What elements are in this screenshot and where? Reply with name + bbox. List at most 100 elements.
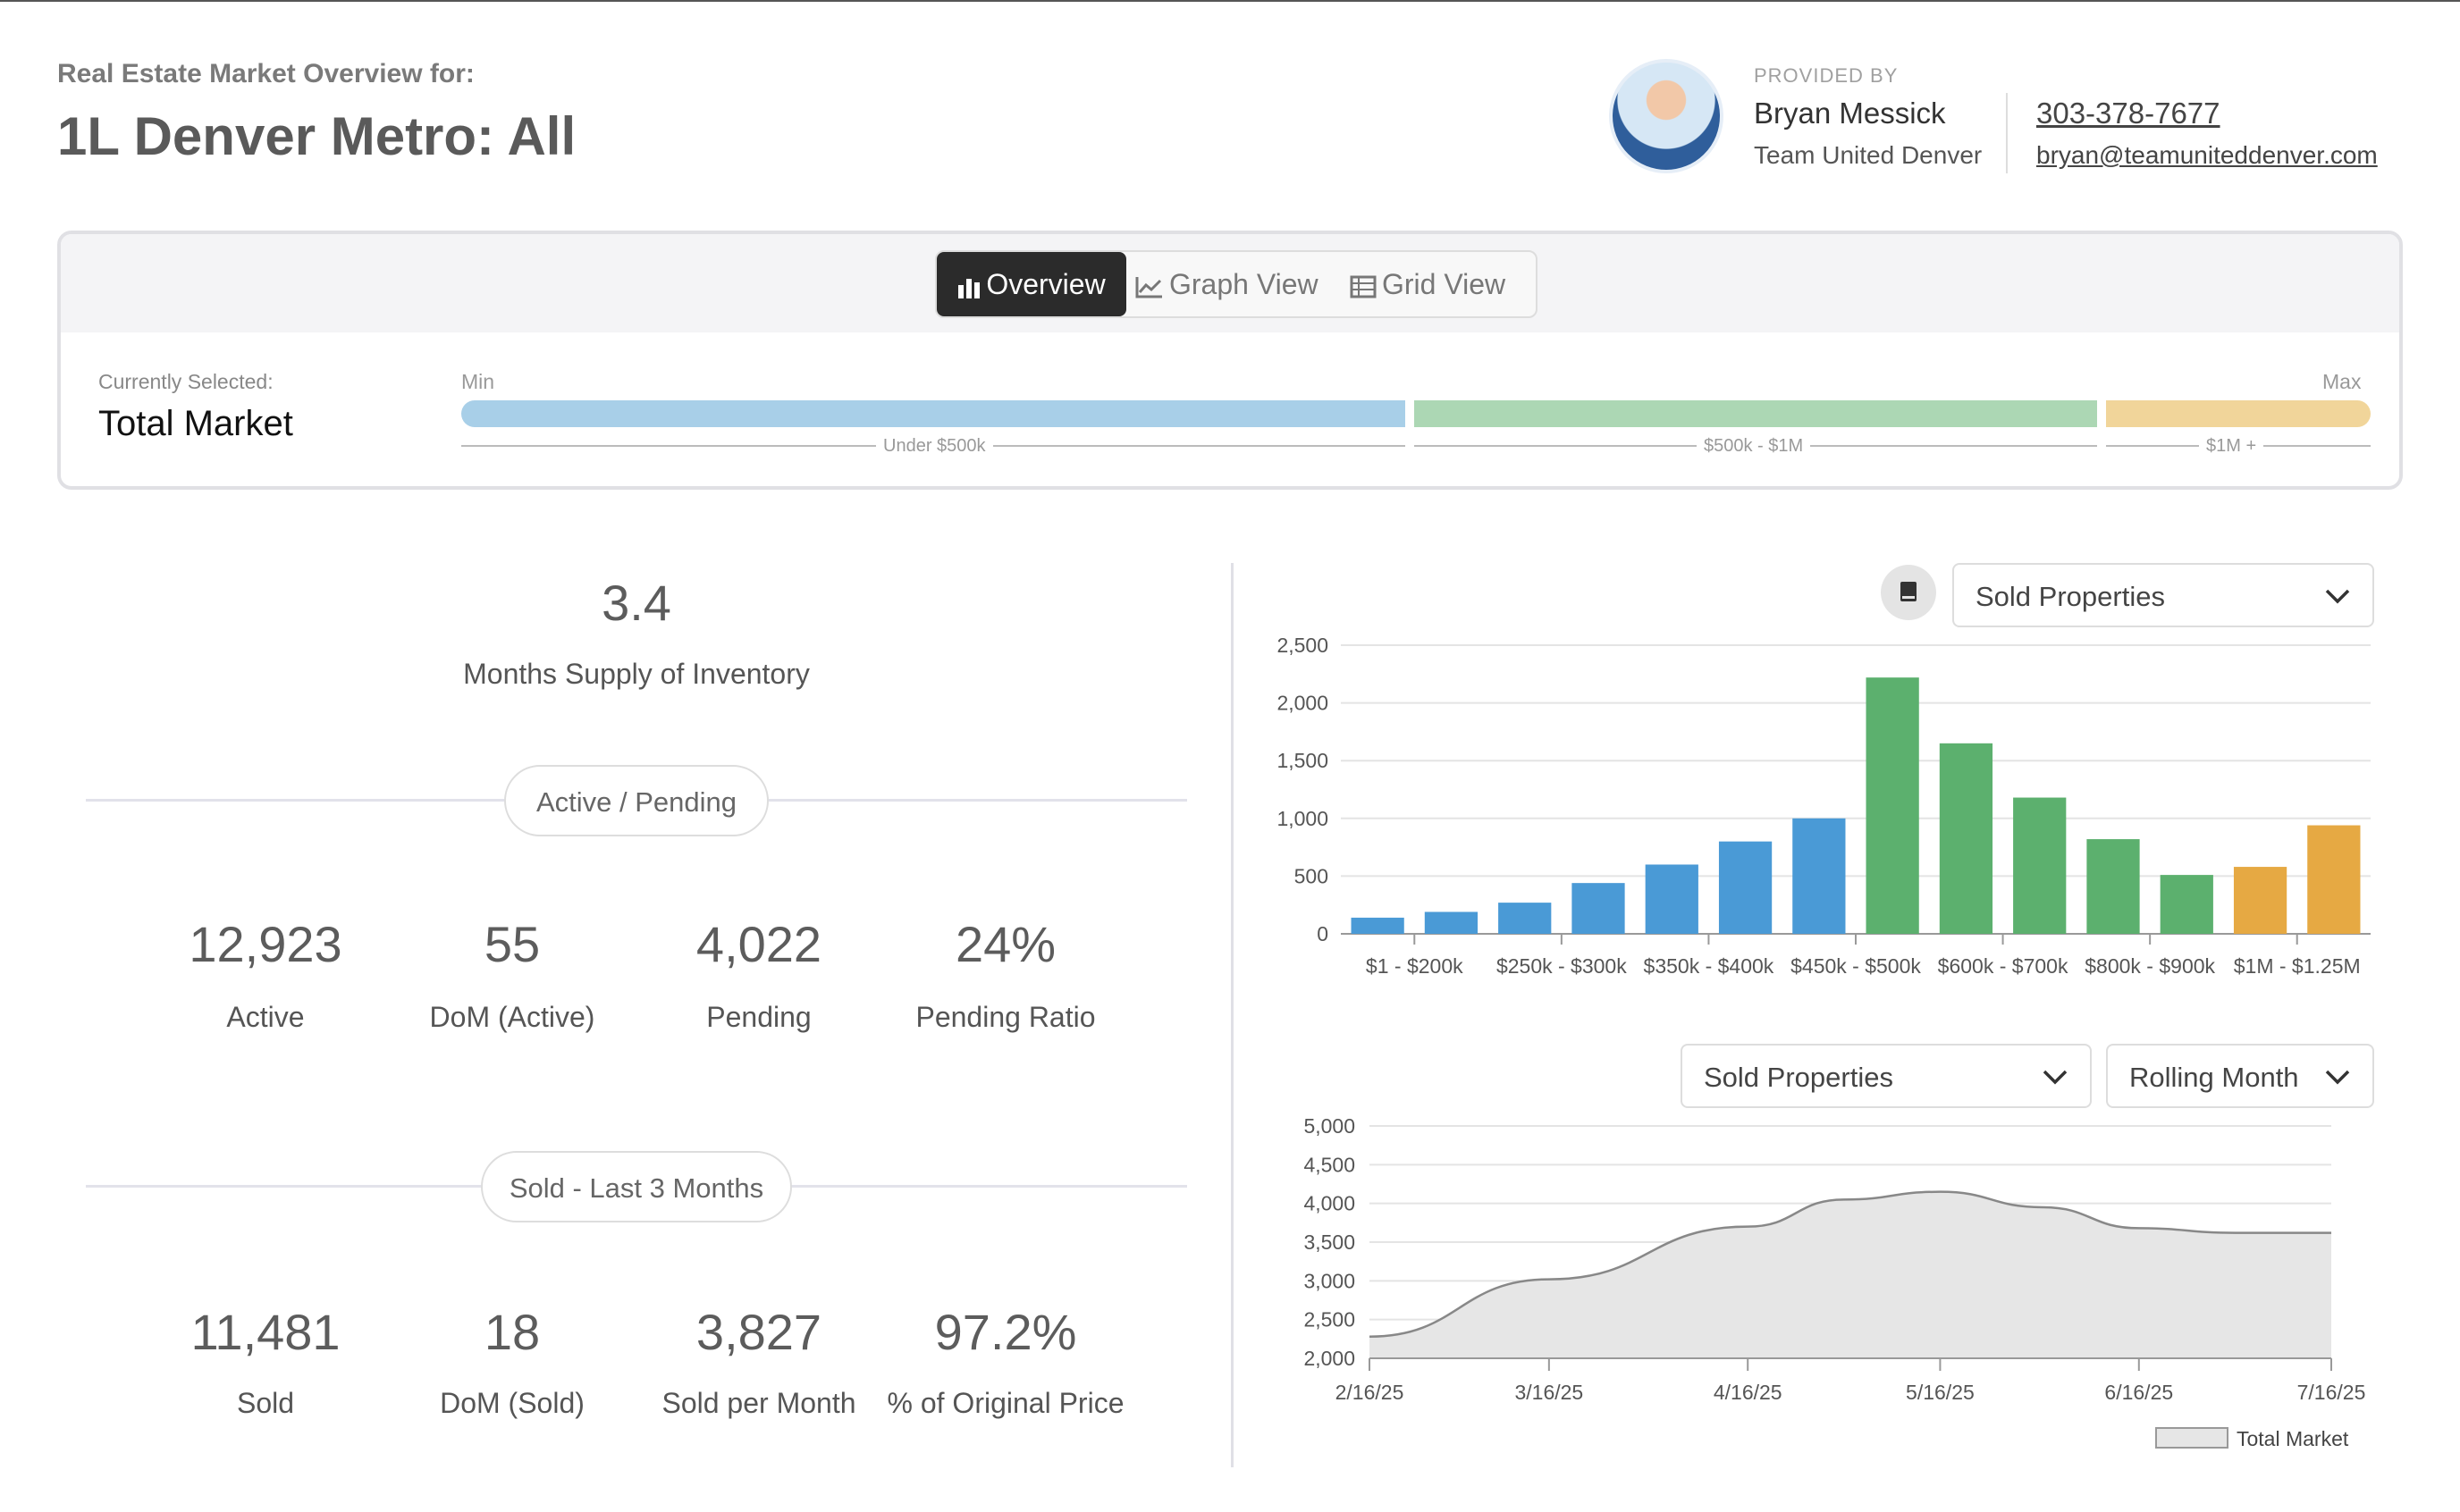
bar-chart-bar — [1498, 903, 1552, 934]
tab-graph-view[interactable]: Graph View — [1135, 252, 1343, 316]
column-divider — [1231, 563, 1234, 1467]
range-1m-plus-bar[interactable] — [2106, 400, 2371, 427]
area-chart-legend-label: Total Market — [2237, 1427, 2349, 1450]
market-selector-panel: Overview Graph View Grid View Currently … — [57, 231, 2403, 490]
bar-chart-x-tick-label: $800k - $900k — [2085, 954, 2215, 978]
stat-active-value: 12,923 — [189, 916, 342, 972]
currently-selected-label: Currently Selected: — [98, 370, 274, 393]
view-tabs-bar: Overview Graph View Grid View — [61, 234, 2399, 332]
bar-chart-bar — [1939, 743, 1993, 934]
tab-grid-view[interactable]: Grid View — [1350, 252, 1538, 316]
bar-chart-x-tick-label: $350k - $400k — [1644, 954, 1774, 978]
stat-sold-per-month-value: 3,827 — [695, 1304, 822, 1360]
stat-active-label: Active — [226, 1001, 305, 1033]
view-tabs: Overview Graph View Grid View — [935, 250, 1538, 318]
range-500k-1m-label: $500k - $1M — [1697, 436, 1811, 457]
agent-team: Team United Denver — [1754, 141, 1983, 169]
line-chart-icon — [1135, 276, 1162, 298]
area-chart-x-tick-label: 5/16/25 — [1906, 1381, 1975, 1404]
sold-last-3-months-pill: Sold - Last 3 Months — [481, 1151, 792, 1222]
bar-chart-icon — [958, 278, 981, 298]
bar-chart-x-tick-label: $1M - $1.25M — [2234, 954, 2361, 978]
area-chart-x-tick-label: 6/16/25 — [2104, 1381, 2173, 1404]
bar-chart-y-tick-label: 500 — [1294, 864, 1328, 887]
bar-chart-bar — [2013, 797, 2067, 934]
area-chart: 2,000 2,500 3,000 3,500 4,000 4,500 5,000 2/16/… — [1303, 1114, 2366, 1450]
range-500k-1m-bar[interactable] — [1414, 400, 2097, 427]
bar-chart-x-tick-label: $600k - $700k — [1938, 954, 2068, 978]
area-chart-y-tick-label: 5,000 — [1303, 1114, 1355, 1138]
range-under-500k-bar[interactable] — [461, 400, 1405, 427]
bar-chart-bar — [2086, 839, 2140, 934]
area-chart-legend-swatch — [2155, 1427, 2228, 1449]
range-min-label: Min — [461, 370, 495, 393]
bar-chart-y-tick-label: 1,500 — [1276, 749, 1328, 772]
area-chart-x-tick-label: 3/16/25 — [1514, 1381, 1583, 1404]
area-chart-y-tick-label: 3,000 — [1303, 1269, 1355, 1292]
stat-dom-active-label: DoM (Active) — [429, 1001, 595, 1033]
area-chart-x-tick-label: 4/16/25 — [1714, 1381, 1782, 1404]
tab-overview-label: Overview — [986, 268, 1106, 300]
grid-icon — [1350, 275, 1377, 298]
agent-avatar — [1609, 59, 1723, 173]
area-chart-y-tick-label: 2,500 — [1303, 1308, 1355, 1331]
stat-pending-value: 4,022 — [695, 916, 822, 972]
page-subtitle: Real Estate Market Overview for: — [57, 59, 475, 88]
currently-selected-value: Total Market — [98, 404, 293, 443]
bar-chart-y-tick-label: 0 — [1317, 922, 1328, 945]
area-chart-y-tick-label: 4,500 — [1303, 1153, 1355, 1176]
range-1m-plus-label: $1M + — [2199, 436, 2264, 457]
stat-original-price-value: 97.2% — [934, 1304, 1077, 1360]
area-chart-x-tick-label: 7/16/25 — [2297, 1381, 2366, 1404]
bar-chart-y-tick-label: 2,000 — [1276, 692, 1328, 715]
bottom-chart-metric-value: Sold Properties — [1704, 1062, 1893, 1093]
agent-phone-link[interactable]: 303-378-7677 — [2036, 97, 2220, 130]
active-pending-pill: Active / Pending — [504, 765, 769, 836]
area-chart-y-tick-label: 3,500 — [1303, 1231, 1355, 1254]
area-chart-y-tick-label: 4,000 — [1303, 1192, 1355, 1215]
bar-chart-bar — [1792, 818, 1846, 934]
stat-pending-label: Pending — [706, 1001, 812, 1033]
bar-chart-bar — [1351, 917, 1404, 934]
bar-chart-y-tick-label: 1,000 — [1276, 807, 1328, 830]
bottom-chart-period-select[interactable]: Rolling Month — [2106, 1044, 2374, 1108]
agent-email-link[interactable]: bryan@teamuniteddenver.com — [2036, 141, 2378, 169]
bar-chart-x-tick-label: $1 - $200k — [1366, 954, 1463, 978]
bottom-chart-metric-select[interactable]: Sold Properties — [1681, 1044, 2092, 1108]
bar-chart-bar — [2307, 825, 2361, 934]
bar-chart: 0 500 1,000 1,500 2,000 2,500 $1 - $200k $250k … — [1276, 634, 2371, 978]
page-title: 1L Denver Metro: All — [57, 106, 577, 166]
bar-chart-bar — [1718, 841, 1773, 934]
agent-name: Bryan Messick — [1754, 97, 1946, 130]
top-chart-select[interactable]: Sold Properties — [1952, 563, 2374, 627]
stat-original-price-label: % of Original Price — [887, 1387, 1125, 1419]
bar-chart-bar — [2160, 875, 2213, 934]
top-chart-select-value: Sold Properties — [1976, 581, 2165, 612]
agent-divider — [2006, 93, 2008, 173]
range-max-label: Max — [2322, 370, 2362, 393]
provided-by-label: PROVIDED BY — [1754, 64, 1899, 87]
area-chart-y-tick-label: 2,000 — [1303, 1347, 1355, 1370]
bar-chart-x-tick-label: $250k - $300k — [1496, 954, 1627, 978]
bar-chart-bar — [1645, 864, 1698, 934]
book-icon — [1900, 582, 1917, 601]
range-under-500k-label: Under $500k — [876, 436, 993, 457]
stat-dom-sold-value: 18 — [484, 1304, 541, 1360]
chevron-down-icon — [2325, 1070, 2350, 1085]
months-supply-label: Months Supply of Inventory — [463, 658, 810, 690]
chevron-down-icon — [2325, 589, 2350, 604]
chevron-down-icon — [2043, 1070, 2068, 1085]
stat-sold-value: 11,481 — [190, 1304, 341, 1360]
stat-dom-sold-label: DoM (Sold) — [440, 1387, 585, 1419]
bar-chart-bar — [2233, 867, 2287, 934]
tab-graph-view-label: Graph View — [1169, 268, 1318, 300]
bar-chart-bar — [1866, 677, 1919, 934]
stat-pending-ratio-label: Pending Ratio — [915, 1001, 1096, 1033]
stat-sold-per-month-label: Sold per Month — [661, 1387, 856, 1419]
tab-overview[interactable]: Overview — [937, 252, 1126, 316]
top-border — [0, 0, 2460, 2]
stat-dom-active-value: 55 — [484, 916, 541, 972]
stat-pending-ratio-value: 24% — [955, 916, 1057, 972]
book-icon-button[interactable] — [1881, 565, 1936, 620]
area-chart-fill — [1369, 1191, 2331, 1358]
